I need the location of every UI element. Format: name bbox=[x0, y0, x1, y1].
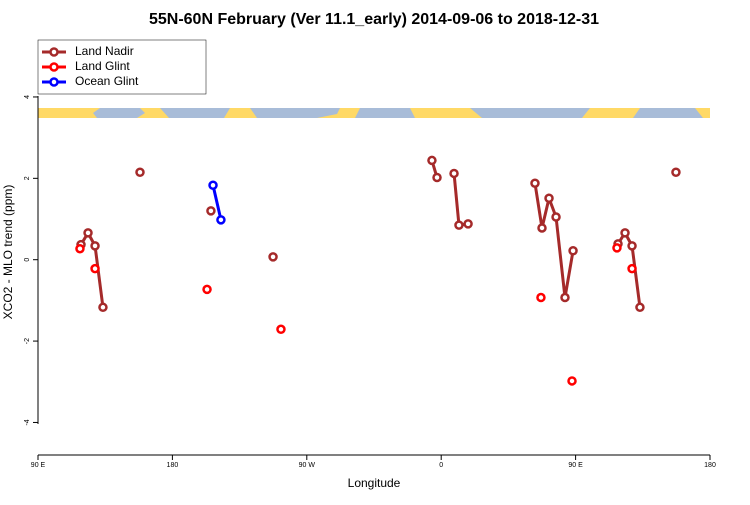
data-point bbox=[206, 206, 216, 216]
y-tick-label: 2 bbox=[24, 176, 31, 180]
data-point bbox=[530, 178, 540, 188]
y-tick-label: 4 bbox=[24, 95, 31, 99]
legend-marker bbox=[49, 62, 59, 72]
x-tick-label: 180 bbox=[704, 462, 716, 469]
y-tick-label: -4 bbox=[24, 419, 31, 425]
x-axis-label: Longitude bbox=[348, 476, 401, 490]
data-point bbox=[671, 167, 681, 177]
data-point bbox=[544, 193, 554, 204]
x-tick-label: 90 W bbox=[299, 462, 316, 469]
x-tick-label: 90 E bbox=[568, 462, 583, 469]
legend-marker bbox=[49, 47, 59, 57]
data-point bbox=[90, 263, 100, 274]
legend-label: Land Nadir bbox=[75, 44, 134, 58]
data-point bbox=[551, 212, 561, 222]
x-tick-label: 90 E bbox=[31, 462, 46, 469]
data-point bbox=[537, 223, 547, 233]
data-point bbox=[560, 292, 570, 303]
data-point bbox=[432, 172, 442, 183]
data-point bbox=[135, 167, 145, 177]
data-point bbox=[216, 215, 226, 225]
data-point bbox=[90, 241, 100, 251]
x-tick-label: 180 bbox=[167, 462, 179, 469]
data-point bbox=[276, 324, 286, 335]
data-point bbox=[75, 243, 85, 254]
data-point bbox=[98, 302, 108, 313]
data-point bbox=[612, 243, 622, 253]
chart-title: 55N-60N February (Ver 11.1_early) 2014-0… bbox=[149, 11, 599, 28]
data-point bbox=[568, 246, 578, 256]
series-line bbox=[452, 173, 469, 227]
series-line bbox=[211, 184, 223, 221]
data-point bbox=[83, 228, 93, 238]
data-point bbox=[627, 263, 637, 274]
data-point bbox=[208, 180, 218, 190]
data-point bbox=[202, 284, 212, 295]
data-point bbox=[454, 220, 464, 230]
data-point bbox=[268, 252, 278, 262]
data-point bbox=[536, 292, 546, 303]
y-axis-label: XCO2 - MLO trend (ppm) bbox=[1, 185, 15, 320]
series-line bbox=[79, 229, 105, 308]
data-point bbox=[635, 302, 645, 313]
data-point bbox=[449, 168, 459, 179]
data-point bbox=[567, 376, 577, 386]
data-point bbox=[463, 219, 473, 229]
map-strip bbox=[38, 108, 710, 118]
legend-label: Land Glint bbox=[75, 59, 130, 73]
series-line bbox=[616, 229, 642, 308]
y-tick-label: -2 bbox=[24, 338, 31, 344]
legend-label: Ocean Glint bbox=[75, 74, 139, 88]
data-point bbox=[627, 241, 637, 251]
y-tick-label: 0 bbox=[24, 258, 31, 262]
x-tick-label: 0 bbox=[439, 462, 443, 469]
data-point bbox=[427, 155, 437, 166]
series-line bbox=[533, 182, 575, 298]
data-point bbox=[620, 228, 630, 238]
legend-marker bbox=[49, 77, 59, 87]
